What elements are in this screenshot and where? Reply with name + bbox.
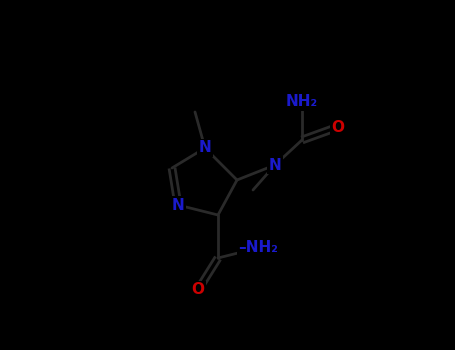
Text: O: O [332,119,344,134]
Text: N: N [199,140,212,155]
Text: O: O [192,282,204,298]
Text: N: N [268,158,281,173]
Text: NH₂: NH₂ [286,94,318,110]
Text: N: N [172,197,184,212]
Text: –NH₂: –NH₂ [238,240,278,256]
